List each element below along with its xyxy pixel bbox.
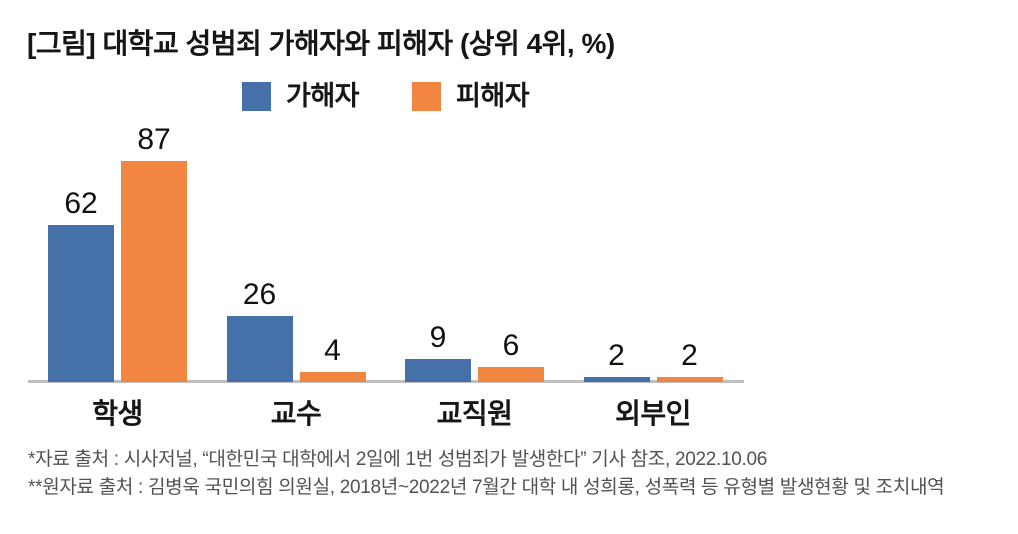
category-label: 외부인: [615, 398, 691, 429]
perpetrator-bar: [48, 225, 114, 382]
legend-label-victim: 피해자: [456, 81, 530, 111]
victim-swatch-icon: [412, 82, 442, 111]
x-axis-line: [28, 380, 744, 383]
perpetrator-bar: [226, 316, 293, 382]
chart-title: [그림] 대학교 성범죄 가해자와 피해자 (상위 4위, %): [27, 28, 615, 59]
value-label: 62: [64, 187, 98, 220]
footnote-source-1: *자료 출처 : 시사저널, “대한민국 대학에서 2일에 1번 성범죄가 발생…: [28, 449, 768, 470]
victim-bar: [299, 372, 366, 382]
footnotes: *자료 출처 : 시사저널, “대한민국 대학에서 2일에 1번 성범죄가 발생…: [28, 446, 945, 502]
legend-label-perpetrator: 가해자: [286, 81, 360, 111]
value-label: 4: [324, 334, 341, 367]
victim-bar: [478, 367, 544, 382]
value-label: 87: [137, 123, 171, 156]
value-label: 2: [681, 339, 698, 372]
category-label: 교수: [270, 398, 322, 429]
perpetrator-swatch-icon: [242, 82, 271, 111]
value-label: 2: [608, 339, 625, 372]
value-label: 26: [242, 278, 277, 311]
category-label: 교직원: [436, 398, 513, 429]
bar-chart: 62 87 학생 26 4 교수 9 6 교직원 2 2 외부인: [28, 120, 778, 430]
legend: 가해자 피해자: [242, 81, 530, 111]
footnote-source-2: **원자료 출처 : 김병욱 국민의힘 의원실, 2018년~2022년 7월간…: [28, 477, 945, 498]
victim-bar: [121, 161, 187, 382]
value-label: 6: [502, 329, 520, 362]
legend-item-victim: 피해자: [412, 81, 530, 111]
perpetrator-bar: [583, 377, 650, 382]
category-label: 학생: [92, 398, 143, 429]
victim-bar: [656, 377, 723, 382]
legend-item-perpetrator: 가해자: [242, 81, 360, 111]
perpetrator-bar: [405, 359, 471, 382]
value-label: 9: [429, 321, 447, 354]
